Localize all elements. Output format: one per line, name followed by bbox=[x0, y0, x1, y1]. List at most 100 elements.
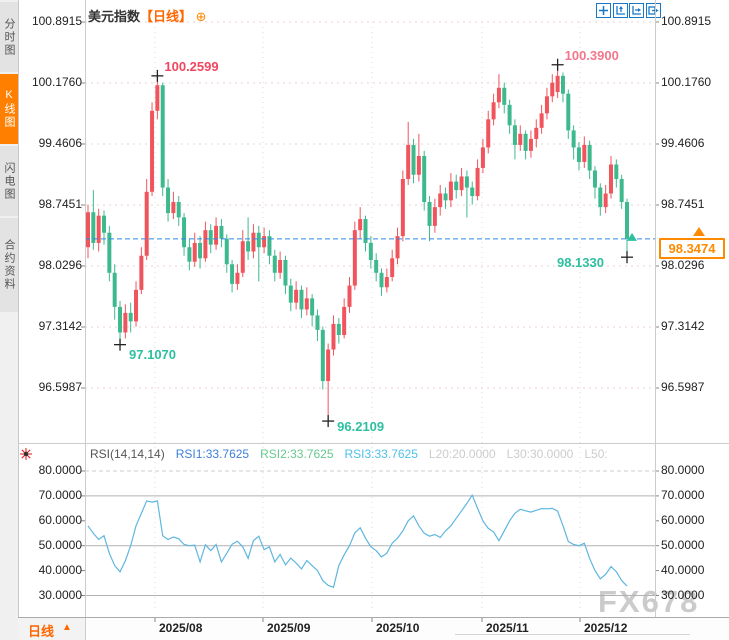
sidebar: 分时图 K线图闪电图合约资料 bbox=[0, 0, 19, 640]
candlestick bbox=[608, 155, 613, 199]
watermark: FX678 bbox=[598, 584, 700, 619]
rsi-readout: RSI(14,14,14) RSI1:33.7625 RSI2:33.7625 RSI… bbox=[90, 447, 619, 461]
period-label: 日线 bbox=[28, 624, 55, 639]
candlestick bbox=[347, 277, 352, 313]
candlestick bbox=[272, 249, 277, 282]
candlestick bbox=[427, 196, 432, 242]
rsi-header-item: L20:20.0000 bbox=[428, 447, 496, 461]
candlestick bbox=[550, 74, 555, 103]
candlestick bbox=[598, 183, 603, 216]
candlestick bbox=[438, 184, 443, 216]
candlestick bbox=[587, 140, 592, 180]
candlestick bbox=[528, 130, 533, 158]
candlestick bbox=[304, 287, 309, 316]
candlestick bbox=[614, 159, 619, 188]
candlestick bbox=[208, 224, 213, 254]
current-price-box: 98.3474 bbox=[659, 237, 725, 259]
candlestick bbox=[624, 198, 629, 258]
candlestick bbox=[294, 281, 299, 310]
rsi-header-item: L50: bbox=[584, 447, 608, 461]
left-axis-border bbox=[85, 0, 86, 617]
candlestick bbox=[592, 166, 597, 199]
fit-y-axis-icon[interactable] bbox=[612, 3, 628, 18]
candlestick bbox=[176, 196, 181, 226]
candlestick bbox=[566, 89, 571, 139]
candlestick bbox=[416, 133, 421, 182]
rsi-header-item: RSI3:33.7625 bbox=[344, 447, 418, 461]
period-tag: 【日线】 bbox=[140, 9, 193, 24]
candlestick bbox=[262, 227, 267, 254]
period-selector[interactable]: 日线 ▲ bbox=[18, 618, 86, 640]
candlestick bbox=[139, 247, 144, 295]
pan-right-icon[interactable] bbox=[645, 3, 661, 18]
sidebar-tab-3[interactable]: 闪电图 bbox=[0, 146, 18, 216]
candlestick bbox=[358, 207, 363, 239]
candlestick bbox=[155, 75, 160, 120]
candlestick bbox=[214, 217, 219, 250]
candlestick bbox=[224, 234, 229, 273]
sidebar-tab-2[interactable]: K线图 bbox=[0, 74, 18, 144]
candlestick bbox=[464, 170, 469, 218]
candlestick bbox=[384, 268, 389, 293]
candlestick bbox=[107, 225, 112, 282]
candlestick bbox=[299, 285, 304, 318]
rsi-header-item: RSI2:33.7625 bbox=[260, 447, 334, 461]
candlestick bbox=[144, 179, 149, 261]
candlestick bbox=[576, 142, 581, 171]
candlestick bbox=[411, 138, 416, 184]
candlestick bbox=[102, 210, 107, 245]
candlestick bbox=[336, 317, 341, 344]
candlestick bbox=[128, 302, 133, 333]
indicator-settings-icon[interactable] bbox=[19, 447, 33, 461]
candlestick bbox=[267, 230, 272, 265]
candlestick bbox=[150, 102, 155, 197]
candlestick bbox=[619, 174, 624, 209]
candlestick bbox=[310, 294, 315, 327]
candlestick bbox=[160, 82, 165, 197]
crosshair-tool-icon[interactable] bbox=[596, 3, 611, 18]
candlestick bbox=[470, 181, 475, 205]
bottom-scroll-indicator[interactable] bbox=[455, 634, 690, 635]
candlestick bbox=[342, 298, 347, 339]
candlestick bbox=[171, 191, 176, 220]
candlestick bbox=[502, 82, 507, 114]
candlestick bbox=[230, 260, 235, 293]
candlestick bbox=[134, 281, 139, 327]
candlestick bbox=[166, 179, 171, 222]
panel-divider bbox=[18, 443, 729, 444]
candlestick bbox=[283, 255, 288, 295]
rsi-header-item: RSI1:33.7625 bbox=[175, 447, 250, 461]
price-up-arrow-icon bbox=[693, 226, 705, 236]
x-axis-line bbox=[18, 617, 729, 618]
sidebar-tab-4[interactable]: 合约资料 bbox=[0, 218, 18, 312]
candlestick bbox=[326, 343, 331, 422]
candlestick bbox=[496, 74, 501, 109]
candlestick bbox=[454, 174, 459, 199]
candlestick bbox=[480, 138, 485, 174]
candlestick bbox=[395, 227, 400, 265]
candlestick bbox=[491, 93, 496, 126]
add-indicator-icon[interactable]: ⊕ bbox=[195, 9, 207, 24]
candlestick bbox=[390, 249, 395, 282]
rsi-header-item: L30:30.0000 bbox=[506, 447, 574, 461]
candlestick bbox=[422, 150, 427, 211]
candlestick bbox=[507, 99, 512, 134]
last-price-arrow-icon bbox=[627, 232, 637, 241]
candlestick bbox=[320, 326, 325, 390]
candlestick bbox=[544, 87, 549, 120]
candlestick bbox=[192, 232, 197, 267]
candlestick bbox=[432, 198, 437, 233]
candlestick bbox=[400, 170, 405, 242]
fit-x-axis-icon[interactable] bbox=[629, 3, 644, 18]
candlestick bbox=[331, 315, 336, 356]
sidebar-tab-1[interactable]: 分时图 bbox=[0, 2, 18, 72]
candlestick bbox=[406, 121, 411, 185]
candlestick bbox=[278, 251, 283, 279]
right-axis-border bbox=[655, 0, 656, 617]
candlestick bbox=[539, 104, 544, 134]
candlestick bbox=[112, 264, 117, 320]
candlestick bbox=[582, 136, 587, 168]
candlestick bbox=[571, 125, 576, 160]
candlestick bbox=[219, 219, 224, 248]
